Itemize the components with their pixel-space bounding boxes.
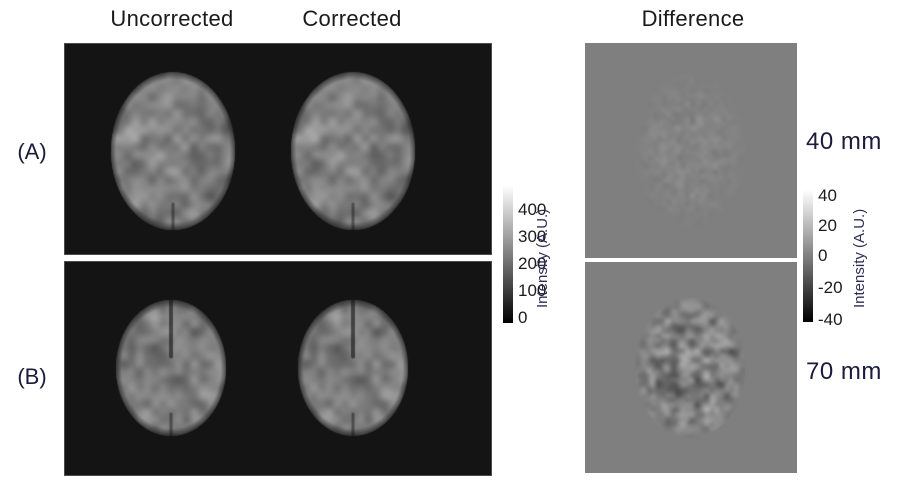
brain-image-corrected-a [287, 68, 419, 234]
colorbar-tick: 300 [518, 227, 547, 246]
column-header-difference: Difference [641, 6, 745, 31]
colorbar-tick: 200 [518, 254, 547, 273]
panel-row-b-difference [585, 262, 797, 473]
colorbar-tick: 40 [818, 186, 837, 205]
panel-row-a-brains [64, 43, 492, 255]
colorbar-tick: -20 [818, 278, 843, 297]
brain-image-corrected-b [294, 296, 412, 440]
colorbar-tick: 20 [818, 216, 837, 235]
colorbar-axis-title-left: Intensity (A.U.) [534, 208, 551, 308]
column-header-corrected: Corrected [302, 6, 402, 31]
brain-image-uncorrected-a [107, 68, 239, 234]
difference-image-a [630, 69, 750, 231]
depth-label-70mm: 70 mm [806, 358, 882, 385]
brain-image-uncorrected-b [112, 296, 230, 440]
colorbar-tick: 0 [818, 246, 828, 265]
row-label-b: (B) [17, 364, 47, 389]
intensity-colorbar-right [803, 190, 813, 322]
difference-image-b [631, 294, 749, 442]
intensity-colorbar-left [503, 185, 513, 323]
row-label-a: (A) [17, 139, 47, 164]
panel-row-b-brains [64, 261, 492, 476]
colorbar-tick: -40 [818, 310, 843, 329]
column-header-uncorrected: Uncorrected [110, 6, 234, 31]
panel-row-a-difference [585, 43, 797, 258]
depth-label-40mm: 40 mm [806, 128, 882, 155]
colorbar-tick: 0 [518, 308, 528, 327]
colorbar-tick: 400 [518, 200, 547, 219]
colorbar-tick: 100 [518, 281, 547, 300]
colorbar-axis-title-right: Intensity (A.U.) [851, 208, 868, 308]
